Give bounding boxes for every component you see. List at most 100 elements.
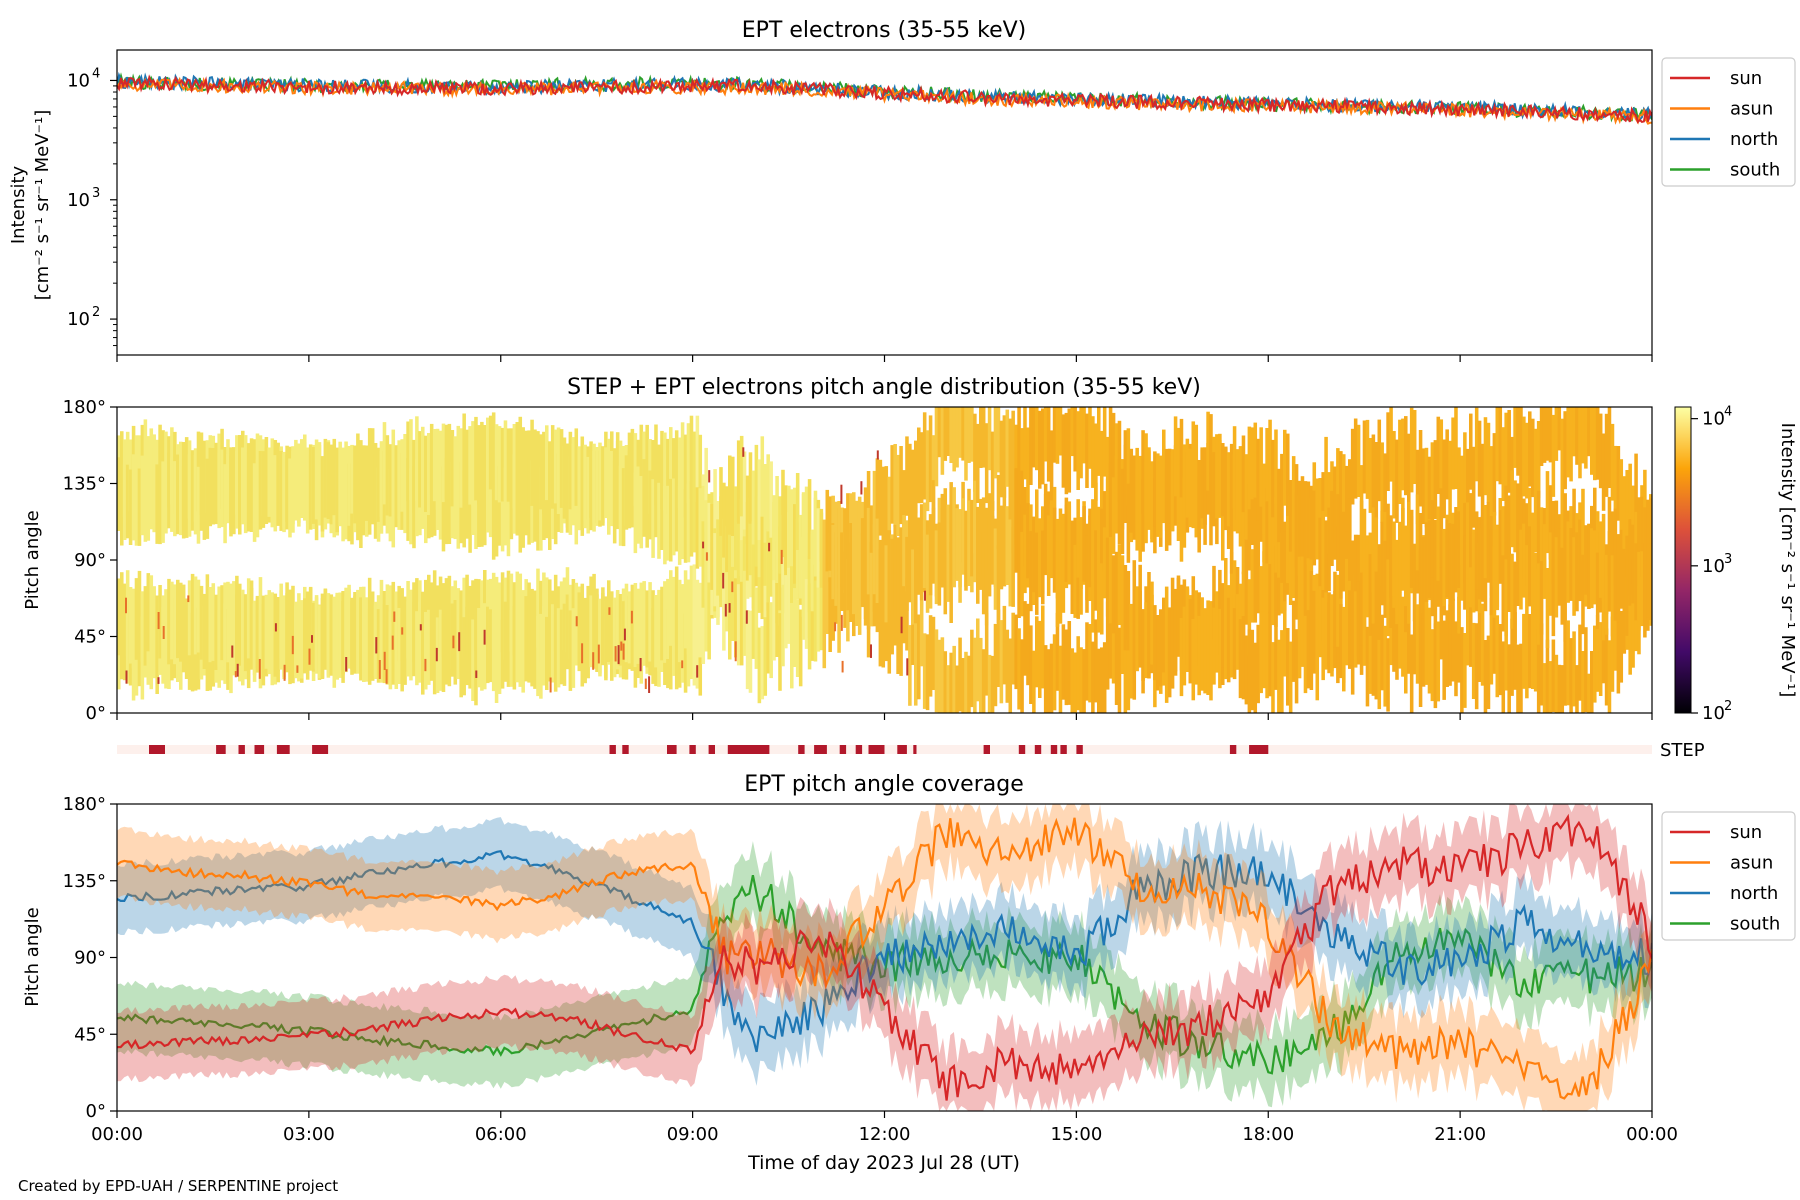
heatmap-cell-south xyxy=(338,601,342,678)
step-flag xyxy=(276,745,290,754)
colorbar-tick-label: 10 xyxy=(1702,556,1725,577)
heatmap-cell-south xyxy=(849,523,853,602)
heatmap-cell-asun xyxy=(1315,573,1320,647)
heatmap-cell-south xyxy=(1164,586,1169,663)
heatmap-cell-north xyxy=(1017,468,1021,542)
heatmap-cell-south xyxy=(1646,533,1650,618)
heatmap-cell-north xyxy=(766,602,770,674)
heatmap-cell-south xyxy=(728,455,732,535)
heatmap-cell-sun xyxy=(946,665,951,713)
heatmap-cell-asun xyxy=(1058,407,1063,456)
heatmap-cell-sun xyxy=(896,595,900,674)
heatmap-cell-north xyxy=(424,435,428,512)
heatmap-cell-asun xyxy=(1554,654,1559,713)
heatmap-cell-south xyxy=(766,454,770,532)
heatmap-cell-asun xyxy=(474,475,478,549)
heatmap-cell-south xyxy=(1392,522,1396,597)
heatmap-cell-north xyxy=(518,416,523,495)
heatmap-cell-south xyxy=(1545,568,1550,648)
heatmap-cell-south xyxy=(1238,619,1243,699)
heatmap-cell-south xyxy=(1353,591,1358,668)
heatmap-cell-south xyxy=(1188,599,1193,684)
heatmap-cell-south xyxy=(1333,571,1337,648)
heatmap-cell-sun xyxy=(1247,579,1252,656)
step-flag xyxy=(855,745,863,754)
heatmap-cell-sun xyxy=(914,622,918,706)
heatmap-low-intensity-cell xyxy=(401,627,404,635)
heatmap-cell-north xyxy=(344,441,348,522)
heatmap-cell-south xyxy=(775,476,779,555)
heatmap-low-intensity-cell xyxy=(483,629,486,645)
heatmap-cell-asun xyxy=(1448,604,1452,686)
heatmap-low-intensity-cell xyxy=(617,645,620,665)
heatmap-cell-north xyxy=(1094,482,1098,560)
heatmap-cell-north xyxy=(1539,507,1544,590)
heatmap-cell-asun xyxy=(1471,622,1476,699)
heatmap-cell-sun xyxy=(890,579,894,655)
heatmap-cell-south xyxy=(1200,597,1204,671)
heatmap-cell-sun xyxy=(553,574,558,652)
heatmap-cell-asun xyxy=(1094,423,1098,501)
heatmap-cell-south xyxy=(993,528,998,610)
heatmap-cell-north xyxy=(645,476,649,548)
heatmap-cell-sun xyxy=(1229,552,1234,636)
heatmap-cell-asun xyxy=(1336,611,1340,684)
heatmap-cell-asun xyxy=(468,466,472,553)
heatmap-cell-north xyxy=(453,436,458,516)
heatmap-low-intensity-cell xyxy=(308,648,311,665)
heatmap-cell-north xyxy=(734,578,738,658)
heatmap-cell-south xyxy=(1318,586,1322,658)
heatmap-cell-north xyxy=(754,587,759,669)
heatmap-cell-south xyxy=(1194,590,1199,662)
heatmap-cell-sun xyxy=(1616,446,1621,521)
heatmap-cell-south xyxy=(698,582,703,658)
heatmap-cell-sun xyxy=(1522,416,1526,497)
heatmap-cell-south xyxy=(928,514,933,596)
heatmap-cell-north xyxy=(822,593,827,669)
heatmap-cell-north xyxy=(565,443,570,528)
heatmap-cell-south xyxy=(931,507,936,584)
heatmap-cell-north xyxy=(294,439,298,521)
heatmap-cell-north xyxy=(1348,498,1352,581)
heatmap-cell-asun xyxy=(1023,407,1027,480)
heatmap-cell-sun xyxy=(1017,628,1021,710)
heatmap-cell-sun xyxy=(1407,433,1411,514)
heatmap-cell-south xyxy=(125,570,130,657)
heatmap-cell-south xyxy=(314,595,319,669)
heatmap-cell-asun xyxy=(1017,407,1021,472)
heatmap-cell-north xyxy=(208,447,213,527)
panel2-ytick-label: 180° xyxy=(63,397,106,418)
heatmap-cell-asun xyxy=(1088,407,1092,469)
heatmap-cell-south xyxy=(1153,605,1157,681)
heatmap-cell-asun xyxy=(1566,620,1570,706)
heatmap-cell-south xyxy=(1271,642,1275,713)
heatmap-cell-south xyxy=(1176,575,1181,656)
heatmap-cell-south xyxy=(518,612,523,687)
heatmap-cell-sun xyxy=(1495,407,1500,482)
heatmap-cell-south xyxy=(187,580,192,656)
heatmap-cell-north xyxy=(1253,422,1258,498)
heatmap-cell-south xyxy=(432,611,437,695)
heatmap-cell-south xyxy=(562,603,567,686)
heatmap-cell-asun xyxy=(1510,618,1514,696)
heatmap-cell-south xyxy=(887,530,892,609)
heatmap-cell-sun xyxy=(919,595,924,667)
heatmap-cell-north xyxy=(335,447,339,533)
heatmap-cell-south xyxy=(350,601,354,675)
heatmap-cell-north xyxy=(674,473,679,552)
heatmap-cell-south xyxy=(1002,510,1007,587)
heatmap-cell-north xyxy=(326,442,331,519)
heatmap-cell-south xyxy=(1135,586,1139,661)
heatmap-cell-north xyxy=(1551,501,1556,584)
heatmap-cell-south xyxy=(657,589,661,672)
heatmap-cell-south xyxy=(459,614,463,698)
heatmap-cell-sun xyxy=(925,634,930,711)
heatmap-cell-sun xyxy=(1598,413,1603,489)
heatmap-cell-south xyxy=(1132,560,1137,643)
heatmap-low-intensity-cell xyxy=(157,677,160,684)
heatmap-cell-south xyxy=(1649,543,1652,620)
heatmap-cell-north xyxy=(736,584,741,666)
heatmap-cell-south xyxy=(359,597,363,681)
heatmap-cell-south xyxy=(509,609,514,687)
